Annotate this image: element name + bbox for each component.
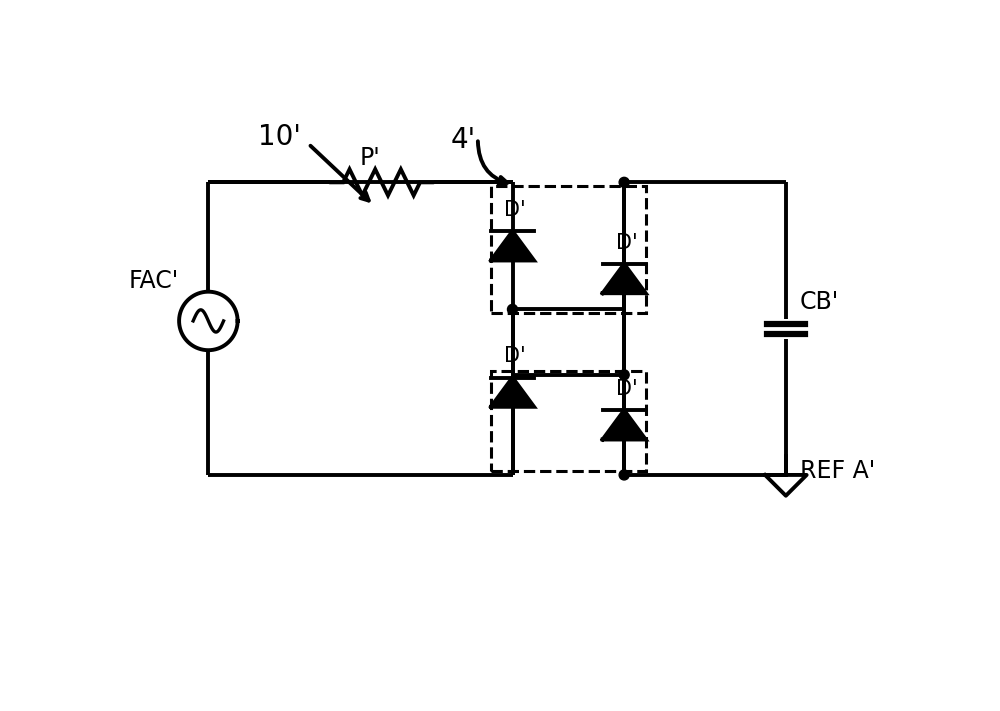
Text: 10': 10' [258,123,301,151]
Text: D': D' [504,346,526,366]
Circle shape [619,370,629,380]
Text: REF A': REF A' [800,459,875,483]
Circle shape [507,304,518,314]
Bar [491,371,646,471]
Circle shape [619,177,629,187]
Polygon shape [491,231,534,260]
Text: D': D' [616,232,637,252]
Polygon shape [603,410,646,439]
Text: 4': 4' [451,126,476,154]
Text: P': P' [360,146,380,171]
Text: CB': CB' [800,289,839,314]
Polygon shape [603,264,646,293]
Bar [491,186,646,314]
Circle shape [619,470,629,480]
Text: D': D' [504,200,526,220]
Polygon shape [491,378,534,407]
Text: FAC': FAC' [129,269,179,293]
Text: D': D' [616,379,637,399]
